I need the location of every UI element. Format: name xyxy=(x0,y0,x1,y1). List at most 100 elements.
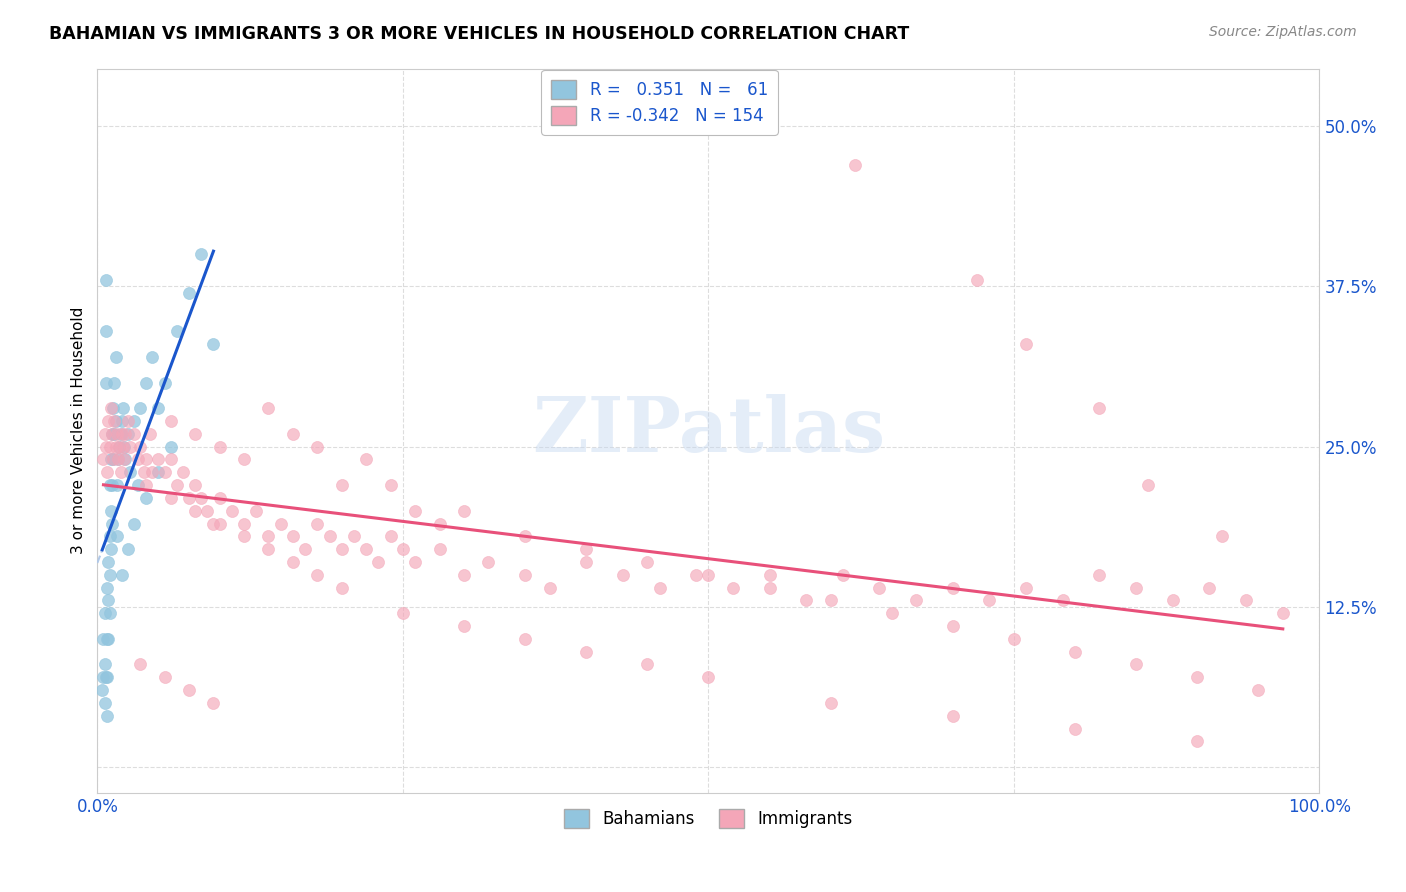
Point xyxy=(208,440,231,454)
Point xyxy=(190,247,212,261)
Point xyxy=(94,440,117,454)
Point xyxy=(96,581,118,595)
Point xyxy=(104,350,127,364)
Point xyxy=(148,465,170,479)
Point xyxy=(636,657,658,672)
Point xyxy=(177,683,200,698)
Point xyxy=(190,491,212,505)
Point xyxy=(103,452,125,467)
Point xyxy=(103,452,125,467)
Point xyxy=(91,683,114,698)
Point xyxy=(245,504,267,518)
Point xyxy=(575,555,598,569)
Y-axis label: 3 or more Vehicles in Household: 3 or more Vehicles in Household xyxy=(72,307,86,554)
Point xyxy=(93,452,115,467)
Point xyxy=(392,606,415,620)
Point xyxy=(1002,632,1025,646)
Point xyxy=(110,426,132,441)
Point xyxy=(148,401,170,416)
Point xyxy=(127,452,149,467)
Point xyxy=(98,478,121,492)
Point xyxy=(820,593,842,607)
Point xyxy=(101,426,124,441)
Point xyxy=(120,440,142,454)
Point xyxy=(112,440,135,454)
Point xyxy=(100,542,122,557)
Point xyxy=(758,581,780,595)
Point xyxy=(1015,337,1038,351)
Point xyxy=(697,670,720,684)
Point xyxy=(257,401,280,416)
Point xyxy=(942,619,965,633)
Point xyxy=(1137,478,1160,492)
Point xyxy=(453,567,475,582)
Point xyxy=(1187,734,1209,748)
Point xyxy=(202,696,225,710)
Point xyxy=(114,426,136,441)
Point xyxy=(135,478,157,492)
Point xyxy=(195,504,218,518)
Point xyxy=(612,567,634,582)
Point xyxy=(820,696,842,710)
Point xyxy=(281,426,304,441)
Point xyxy=(93,426,115,441)
Point xyxy=(159,491,181,505)
Point xyxy=(103,414,125,428)
Point xyxy=(208,516,231,531)
Point xyxy=(153,465,176,479)
Point xyxy=(98,606,121,620)
Point xyxy=(122,414,145,428)
Point xyxy=(93,606,115,620)
Point xyxy=(111,401,134,416)
Point xyxy=(404,555,426,569)
Point xyxy=(966,273,988,287)
Point xyxy=(257,542,280,557)
Point xyxy=(153,670,176,684)
Point xyxy=(177,285,200,300)
Legend: Bahamians, Immigrants: Bahamians, Immigrants xyxy=(557,803,859,835)
Point xyxy=(139,426,162,441)
Text: ZIPatlas: ZIPatlas xyxy=(531,393,884,467)
Point xyxy=(94,273,117,287)
Point xyxy=(159,440,181,454)
Point xyxy=(758,567,780,582)
Point xyxy=(354,452,377,467)
Point xyxy=(101,516,124,531)
Point xyxy=(120,465,142,479)
Point xyxy=(281,555,304,569)
Point xyxy=(905,593,928,607)
Point xyxy=(184,478,207,492)
Point xyxy=(184,504,207,518)
Point xyxy=(122,516,145,531)
Point xyxy=(330,581,353,595)
Point xyxy=(97,555,120,569)
Point xyxy=(159,414,181,428)
Point xyxy=(1088,401,1111,416)
Point xyxy=(107,452,129,467)
Point xyxy=(343,529,366,543)
Point xyxy=(105,529,128,543)
Point xyxy=(111,440,134,454)
Point xyxy=(96,465,118,479)
Point xyxy=(111,414,134,428)
Point xyxy=(94,324,117,338)
Point xyxy=(93,696,115,710)
Point xyxy=(354,542,377,557)
Point xyxy=(96,670,118,684)
Point xyxy=(103,401,125,416)
Point xyxy=(202,337,225,351)
Point xyxy=(1088,567,1111,582)
Point xyxy=(1015,581,1038,595)
Point xyxy=(794,593,817,607)
Point xyxy=(208,491,231,505)
Point xyxy=(104,440,127,454)
Point xyxy=(107,452,129,467)
Point xyxy=(177,491,200,505)
Point xyxy=(429,542,451,557)
Point xyxy=(367,555,389,569)
Point xyxy=(721,581,744,595)
Point xyxy=(1234,593,1257,607)
Point xyxy=(117,414,139,428)
Point xyxy=(97,414,120,428)
Point xyxy=(112,452,135,467)
